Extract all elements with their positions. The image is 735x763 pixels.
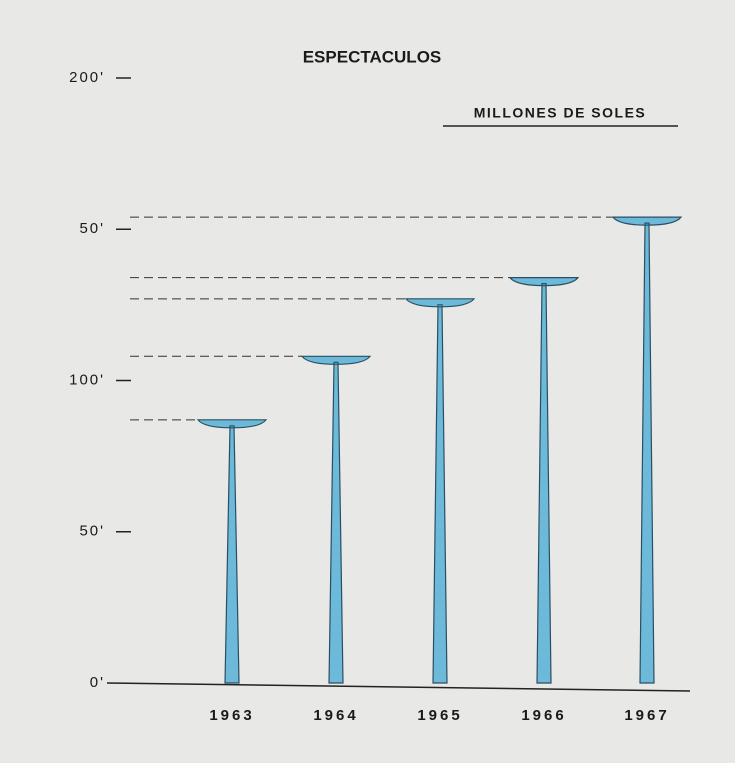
y-tick-label: 200' [69,69,105,86]
chart-title: ESPECTACULOS [303,47,442,66]
unit-label: MILLONES DE SOLES [474,105,647,121]
x-tick-label: 1967 [624,707,669,724]
x-tick-label: 1965 [417,707,462,724]
y-tick-label: 50' [79,523,105,540]
x-axis [106,682,691,692]
bar [300,355,372,684]
bar [611,216,683,684]
x-tick-label: 1963 [209,707,254,724]
y-tick-label: 100' [69,371,105,388]
bar [196,419,268,684]
x-tick-label: 1964 [313,707,358,724]
y-tick-label: 0' [90,674,105,691]
bar [404,298,476,684]
bar [508,277,580,684]
y-tick-label: 50' [79,220,105,237]
x-tick-label: 1966 [521,707,566,724]
